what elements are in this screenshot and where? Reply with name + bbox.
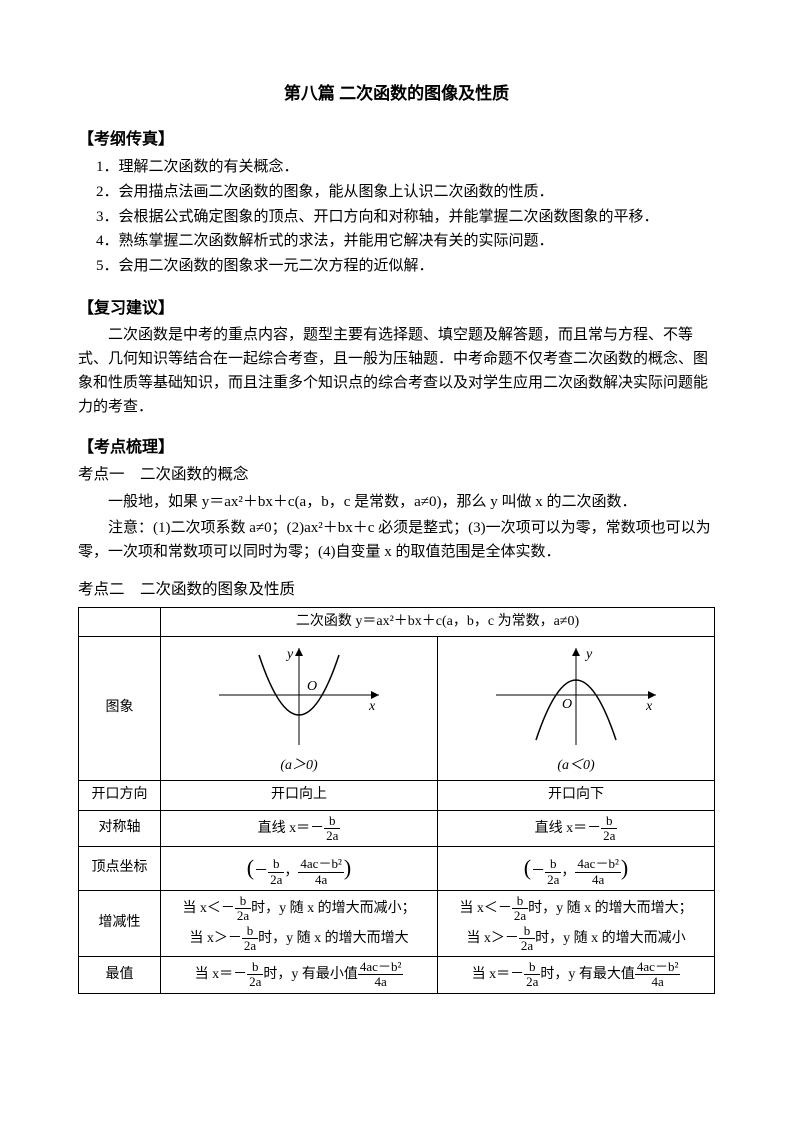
row-axis-label: 对称轴 (79, 810, 161, 847)
keypoint-1-title: 考点一 二次函数的概念 (78, 463, 715, 488)
svg-text:O: O (562, 697, 572, 712)
axis-left: 直线 x＝－b2a (161, 810, 438, 847)
row-monotone-label: 增减性 (79, 890, 161, 956)
y-axis-label: y (285, 647, 294, 662)
axis-right: 直线 x＝－b2a (438, 810, 715, 847)
caption-a-negative: (a＜0) (444, 755, 708, 777)
opening-up: 开口向上 (161, 781, 438, 810)
outline-item-5: 5．会用二次函数的图象求一元二次方程的近似解． (96, 254, 715, 278)
graph-a-negative: O x y (a＜0) (438, 636, 715, 780)
row-vertex-label: 顶点坐标 (79, 847, 161, 891)
svg-text:x: x (645, 699, 653, 714)
row-opening-label: 开口方向 (79, 781, 161, 810)
properties-table: 二次函数 y＝ax²＋bx＋c(a，b，c 为常数，a≠0) 图象 O x y … (78, 607, 715, 994)
svg-text:y: y (584, 647, 593, 662)
keypoint-1-body2: 注意：(1)二次项系数 a≠0；(2)ax²＋bx＋c 必须是整式；(3)一次项… (78, 516, 715, 564)
extremum-right: 当 x＝－b2a时，y 有最大值4ac－b²4a (438, 957, 715, 994)
caption-a-positive: (a＞0) (167, 755, 431, 777)
outline-item-3: 3．会根据公式确定图象的顶点、开口方向和对称轴，并能掌握二次函数图象的平移． (96, 205, 715, 229)
keypoint-1-body1: 一般地，如果 y＝ax²＋bx＋c(a，b，c 是常数，a≠0)，那么 y 叫做… (78, 490, 715, 514)
page-title: 第八篇 二次函数的图像及性质 (78, 80, 715, 107)
monotone-right: 当 x＜－b2a时，y 随 x 的增大而增大； 当 x＞－b2a时，y 随 x … (438, 890, 715, 956)
section-review-suggestions: 【复习建议】 (78, 296, 715, 322)
section-exam-outline: 【考纲传真】 (78, 127, 715, 153)
vertex-right: (－b2a，4ac－b²4a) (438, 847, 715, 891)
extremum-left: 当 x＝－b2a时，y 有最小值4ac－b²4a (161, 957, 438, 994)
section-key-points: 【考点梳理】 (78, 435, 715, 461)
opening-down: 开口向下 (438, 781, 715, 810)
outline-item-4: 4．熟练掌握二次函数解析式的求法，并能用它解决有关的实际问题． (96, 229, 715, 253)
review-body: 二次函数是中考的重点内容，题型主要有选择题、填空题及解答题，而且常与方程、不等式… (78, 323, 715, 419)
outline-item-1: 1．理解二次函数的有关概念． (96, 155, 715, 179)
vertex-left: (－b2a，4ac－b²4a) (161, 847, 438, 891)
origin-label: O (307, 679, 317, 694)
table-header: 二次函数 y＝ax²＋bx＋c(a，b，c 为常数，a≠0) (161, 607, 715, 636)
outline-item-2: 2．会用描点法画二次函数的图象，能从图象上认识二次函数的性质． (96, 180, 715, 204)
x-axis-label: x (368, 699, 376, 714)
keypoint-2-title: 考点二 二次函数的图象及性质 (78, 578, 715, 603)
graph-a-positive: O x y (a＞0) (161, 636, 438, 780)
row-extremum-label: 最值 (79, 957, 161, 994)
row-graph-label: 图象 (79, 636, 161, 780)
monotone-left: 当 x＜－b2a时，y 随 x 的增大而减小； 当 x＞－b2a时，y 随 x … (161, 890, 438, 956)
